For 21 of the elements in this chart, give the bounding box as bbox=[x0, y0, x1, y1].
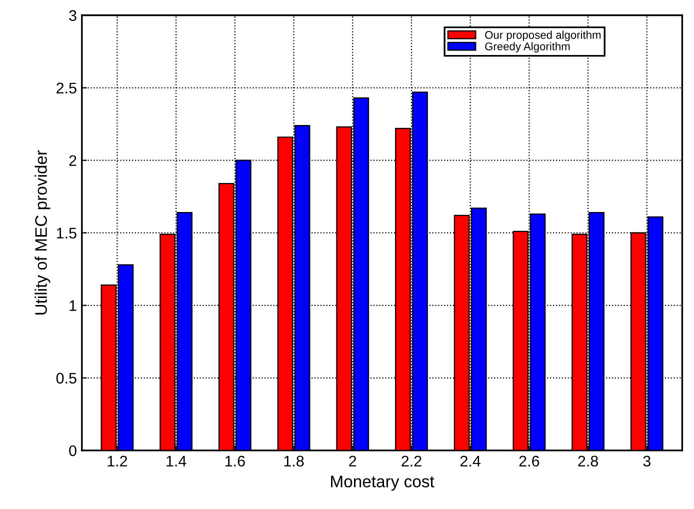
x-tick-label: 3 bbox=[643, 456, 650, 467]
y-tick-label: 3 bbox=[69, 10, 76, 21]
x-tick-label: 2 bbox=[349, 456, 356, 466]
x-tick-label: 2.2 bbox=[402, 456, 422, 466]
x-tick-label: 1.6 bbox=[225, 456, 245, 467]
x-axis-title: Monetary cost bbox=[331, 476, 434, 491]
x-tick-label: 2.8 bbox=[578, 456, 598, 467]
x-tick-label: 2.6 bbox=[519, 456, 540, 467]
x-tick-label: 2.4 bbox=[460, 456, 480, 466]
x-tick-label: 1.8 bbox=[284, 456, 304, 467]
y-tick-label: 2.5 bbox=[56, 82, 76, 94]
y-tick-label: 0.5 bbox=[56, 372, 76, 384]
y-tick-label: 1.5 bbox=[56, 228, 76, 239]
y-tick-label: 2 bbox=[69, 155, 76, 166]
x-tick-label: 1.4 bbox=[166, 456, 186, 466]
legend-label: Greedy Algorithm bbox=[485, 42, 570, 53]
y-tick-label: 1 bbox=[70, 300, 76, 311]
y-tick-label: 0 bbox=[69, 445, 76, 456]
x-tick-label: 1.2 bbox=[108, 456, 128, 466]
legend-label: Our proposed algorithm bbox=[485, 30, 601, 42]
y-axis-title: Utility of MEC provider bbox=[34, 150, 50, 314]
